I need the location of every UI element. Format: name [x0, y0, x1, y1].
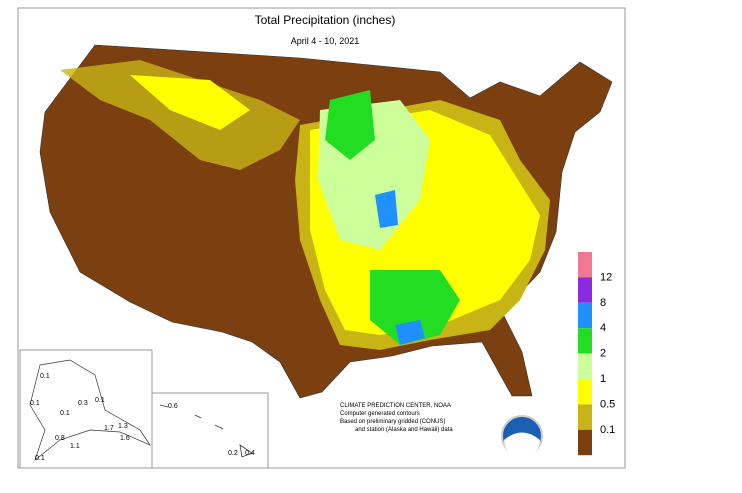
- alaska-label: 0.1: [95, 397, 105, 404]
- alaska-label: 0.1: [40, 373, 50, 380]
- alaska-label: 1.1: [70, 443, 80, 450]
- subtitle: April 4 - 10, 2021: [291, 36, 360, 46]
- hawaii-label: 0.4: [245, 450, 255, 457]
- hawaii-inset: [151, 392, 269, 469]
- hawaii-outline: [159, 404, 253, 458]
- hawaii-frame: [151, 392, 269, 469]
- legend: 12 8 4 2 1 0.5 0.1: [578, 252, 615, 456]
- legend-swatch: [578, 277, 592, 303]
- footer-line: CLIMATE PREDICTION CENTER, NOAA: [340, 403, 451, 409]
- legend-swatch: [578, 404, 592, 430]
- legend-swatch: [578, 379, 592, 405]
- legend-swatch: [578, 302, 592, 329]
- alaska-label: 0.3: [78, 400, 88, 407]
- alaska-label: 1.6: [120, 435, 130, 442]
- conus: [39, 44, 613, 399]
- alaska-label: 0.1: [60, 410, 70, 417]
- footer-line: and station (Alaska and Hawaii) data: [355, 427, 453, 433]
- region-blue-south: [395, 320, 425, 345]
- legend-swatch: [578, 353, 592, 379]
- legend-label: 1: [600, 373, 606, 385]
- region-blue: [375, 190, 398, 228]
- alaska-label: 0.1: [30, 400, 40, 407]
- footer: CLIMATE PREDICTION CENTER, NOAA Computer…: [340, 403, 453, 433]
- footer-line: Based on preliminary gridded (CONUS): [340, 419, 445, 425]
- logo-wave: [504, 432, 540, 458]
- footer-line: Computer generated contours: [340, 411, 420, 417]
- alaska-label: 1.3: [118, 423, 128, 430]
- region-green-south: [370, 270, 460, 345]
- legend-label: 2: [600, 348, 606, 360]
- legend-label: 0.5: [600, 398, 615, 410]
- legend-swatch: [578, 252, 592, 278]
- hawaii-label: 0.2: [228, 450, 238, 457]
- alaska-label: 0.1: [35, 455, 45, 462]
- region-north-yellow: [130, 75, 250, 130]
- legend-swatch: [578, 429, 592, 456]
- alaska-outline: [29, 359, 151, 462]
- legend-label: 12: [600, 271, 612, 283]
- alaska-frame: [19, 349, 153, 469]
- alaska-inset: [19, 349, 153, 469]
- region-green: [325, 90, 375, 160]
- alaska-label: 1.7: [104, 425, 114, 432]
- hawaii-label: 0.6: [168, 403, 178, 410]
- title: Total Precipitation (inches): [255, 13, 396, 27]
- legend-label: 8: [600, 297, 606, 309]
- legend-label: 0.1: [600, 424, 615, 436]
- legend-label: 4: [600, 322, 606, 334]
- alaska-label: 0.8: [55, 435, 65, 442]
- legend-swatch: [578, 328, 592, 354]
- region-north-olive: [60, 60, 300, 170]
- noaa-logo: [501, 415, 543, 458]
